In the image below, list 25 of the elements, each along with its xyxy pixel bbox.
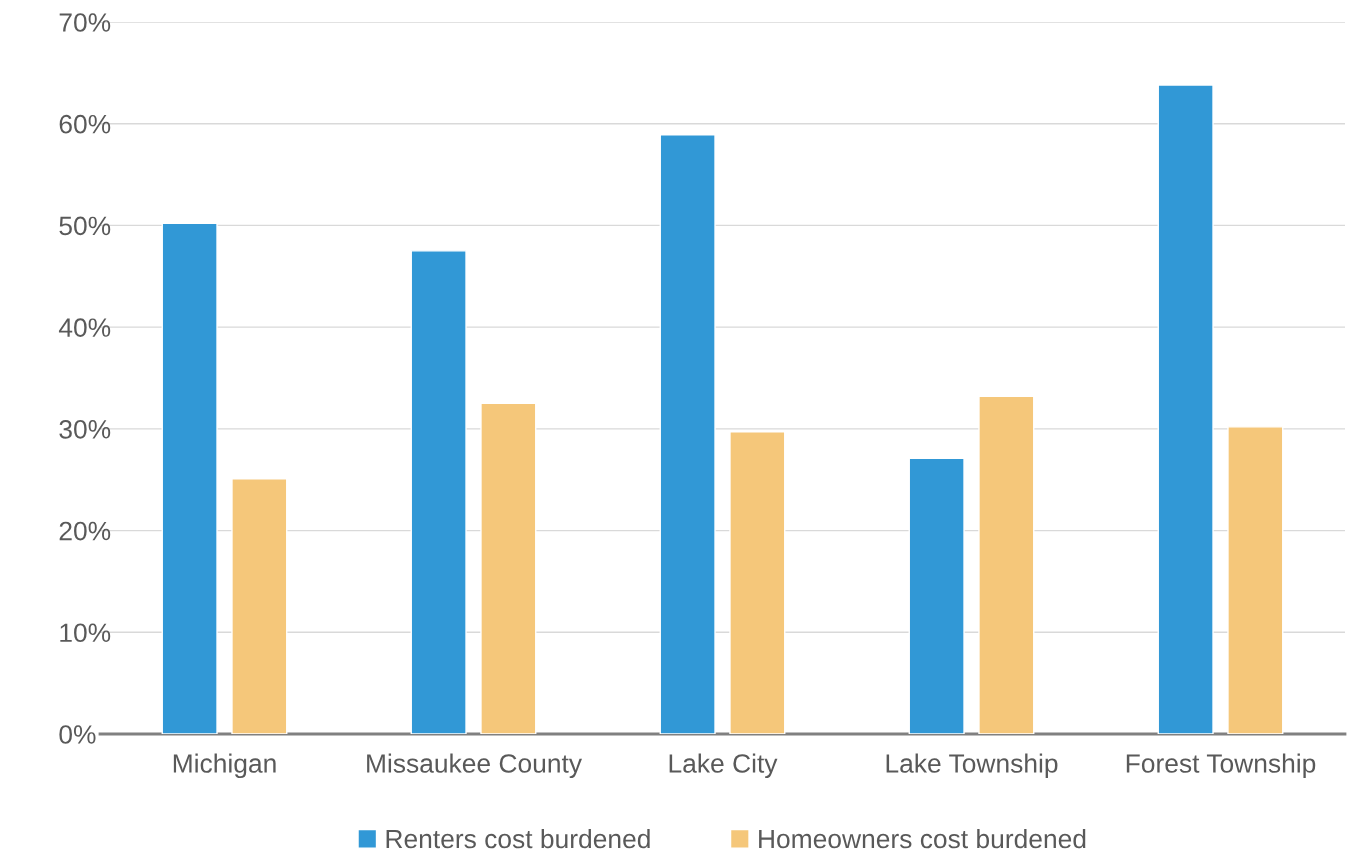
x-tick-label: Missaukee County [367,753,582,779]
bar [410,250,467,734]
bar [1157,84,1214,734]
x-tick-label: Lake Township [886,753,1058,779]
x-tick-label: Forest Township [1126,753,1316,779]
bar [659,134,716,734]
y-tick-label: 60% [59,114,111,134]
y-tick-label: 50% [59,216,111,236]
bar [908,457,965,734]
bar [729,431,786,734]
y-tick-label: 40% [58,318,111,337]
y-tick-label: 0% [59,725,96,744]
bar [1227,426,1284,734]
y-tick-label: 20% [59,521,111,541]
y-tick-label: 30% [59,419,111,439]
legend-label: Homeowners cost burdened [759,828,1086,849]
x-tick-label: Lake City [669,753,778,779]
bar [480,402,537,734]
x-tick-label: Michigan [173,753,276,779]
y-tick-label: 10% [60,623,111,643]
bar [231,478,288,734]
legend-label: Renters cost burdened [386,828,650,849]
y-tick-label: 70% [59,13,111,32]
bar [978,395,1035,734]
bar [161,222,218,734]
